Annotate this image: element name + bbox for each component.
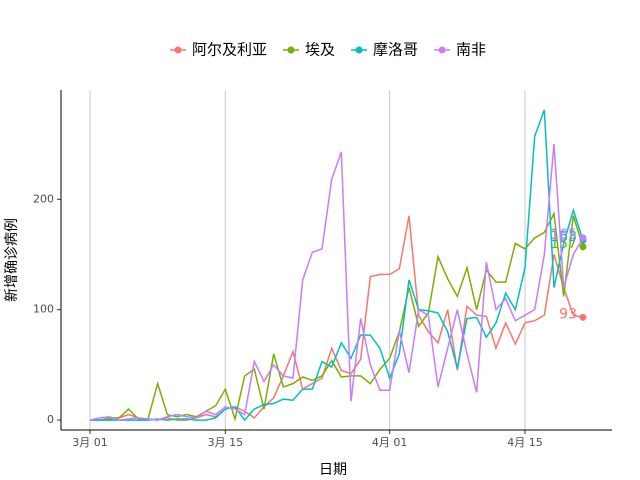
- end-label: 163: [550, 229, 577, 245]
- legend-label: 阿尔及利亚: [192, 41, 267, 59]
- legend-key-point: [174, 46, 182, 54]
- legend-label: 埃及: [305, 41, 335, 59]
- x-tick-label: 3月 15: [208, 436, 244, 449]
- end-point: [579, 243, 587, 251]
- legend-label: 摩洛哥: [373, 41, 418, 59]
- series-line: [90, 109, 584, 422]
- y-tick-label: 0: [47, 413, 54, 426]
- series-line: [90, 211, 584, 422]
- x-axis-label: 日期: [319, 462, 347, 478]
- end-point: [579, 313, 587, 321]
- y-tick-label: 100: [33, 303, 54, 316]
- legend-key-point: [355, 46, 363, 54]
- end-point: [579, 234, 587, 242]
- legend-label: 南非: [456, 41, 486, 59]
- y-axis-label: 新增确诊病例: [4, 218, 20, 302]
- end-label: 93: [559, 306, 577, 322]
- legend-key-point: [438, 46, 446, 54]
- legend-key-point: [287, 46, 295, 54]
- x-tick-label: 4月 01: [372, 436, 408, 449]
- x-tick-label: 3月 01: [72, 436, 108, 449]
- end-label: 165: [550, 227, 577, 243]
- x-tick-label: 4月 15: [507, 436, 543, 449]
- series-line: [90, 215, 584, 421]
- y-tick-label: 200: [33, 192, 54, 205]
- series-line: [89, 144, 584, 421]
